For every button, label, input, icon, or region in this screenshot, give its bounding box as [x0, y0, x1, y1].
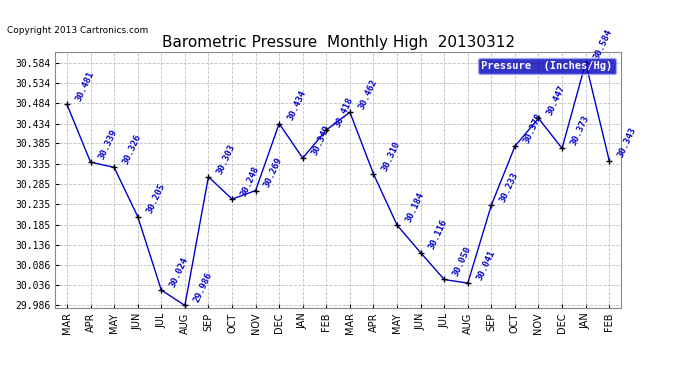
Text: 30.116: 30.116: [428, 218, 449, 251]
Text: 30.418: 30.418: [333, 96, 355, 129]
Text: 30.434: 30.434: [286, 89, 308, 122]
Title: Barometric Pressure  Monthly High  20130312: Barometric Pressure Monthly High 2013031…: [161, 35, 515, 50]
Legend: Pressure  (Inches/Hg): Pressure (Inches/Hg): [478, 58, 615, 74]
Text: 30.041: 30.041: [475, 249, 497, 282]
Text: 30.326: 30.326: [121, 133, 143, 166]
Text: 30.184: 30.184: [404, 190, 426, 224]
Text: 30.310: 30.310: [380, 140, 402, 172]
Text: 30.205: 30.205: [145, 182, 166, 215]
Text: 30.584: 30.584: [593, 28, 614, 61]
Text: 30.481: 30.481: [74, 70, 96, 103]
Text: 30.050: 30.050: [451, 245, 473, 278]
Text: 30.462: 30.462: [357, 78, 379, 111]
Text: 30.303: 30.303: [215, 142, 237, 176]
Text: 30.024: 30.024: [168, 256, 190, 289]
Text: 30.373: 30.373: [569, 114, 591, 147]
Text: 30.349: 30.349: [310, 124, 331, 157]
Text: 30.378: 30.378: [522, 112, 544, 145]
Text: 30.339: 30.339: [97, 128, 119, 161]
Text: 30.343: 30.343: [616, 126, 638, 159]
Text: 30.248: 30.248: [239, 165, 261, 198]
Text: 30.269: 30.269: [262, 156, 284, 189]
Text: 30.233: 30.233: [498, 171, 520, 204]
Text: Copyright 2013 Cartronics.com: Copyright 2013 Cartronics.com: [7, 26, 148, 35]
Text: 29.986: 29.986: [192, 271, 214, 304]
Text: 30.447: 30.447: [545, 84, 567, 117]
